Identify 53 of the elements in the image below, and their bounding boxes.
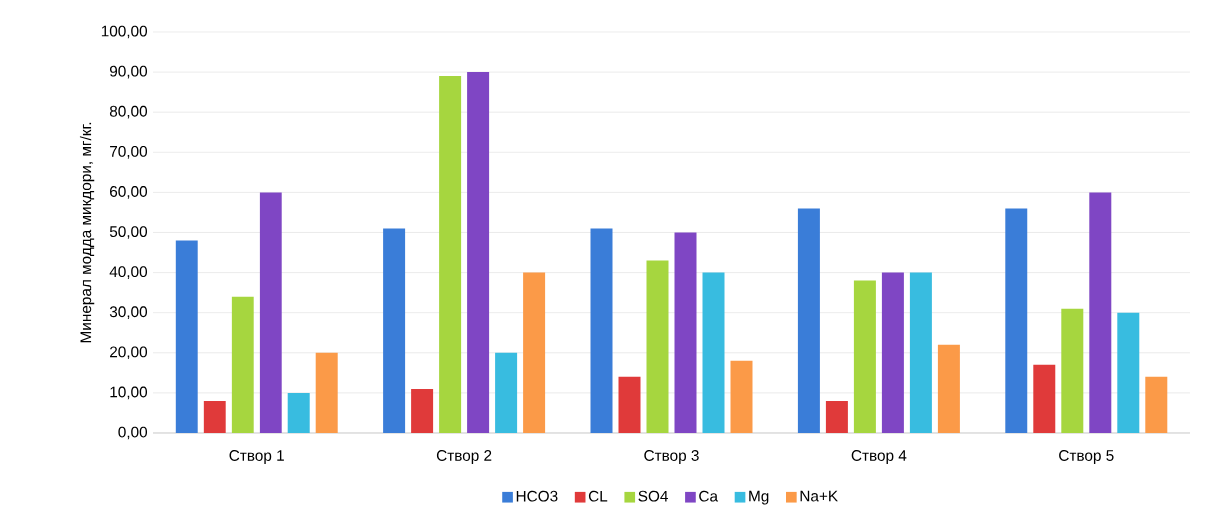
x-tick-label: Створ 5 xyxy=(1059,450,1114,464)
legend-label: CL xyxy=(588,490,608,502)
bar xyxy=(1005,208,1028,433)
y-tick-label: 10,00 xyxy=(110,386,148,400)
bar xyxy=(1145,376,1168,433)
y-axis-title: Минерал модда микдори, мг/кг. xyxy=(79,122,95,343)
bar xyxy=(853,280,876,433)
x-tick-label: Створ 3 xyxy=(644,450,699,464)
y-tick-label: 80,00 xyxy=(109,105,148,119)
y-tick-label: 40,00 xyxy=(109,266,148,279)
legend-label: Na+K xyxy=(800,490,838,502)
bar xyxy=(523,272,546,433)
bar xyxy=(730,360,753,433)
y-tick-label: 0,00 xyxy=(118,426,148,440)
y-tick-label: 100,00 xyxy=(101,25,148,39)
bar xyxy=(825,400,848,433)
bar xyxy=(287,392,310,433)
legend-label: SO4 xyxy=(638,490,668,502)
bar xyxy=(937,344,960,433)
legend-label: Ca xyxy=(699,490,719,502)
y-tick-label: 60,00 xyxy=(110,186,148,199)
bar xyxy=(909,272,932,433)
bar xyxy=(674,232,697,433)
bar xyxy=(203,400,226,433)
bar xyxy=(1089,192,1112,433)
bar xyxy=(1061,308,1084,433)
bar xyxy=(618,376,641,433)
y-tick-label: 50,00 xyxy=(109,226,148,239)
bar xyxy=(590,228,613,433)
bar xyxy=(315,352,338,433)
y-tick-label: 70,00 xyxy=(110,145,148,159)
bar xyxy=(702,272,725,433)
bar xyxy=(175,240,198,433)
bar xyxy=(467,72,490,433)
bar xyxy=(797,208,820,433)
y-tick-label: 90,00 xyxy=(109,65,148,79)
bar xyxy=(1033,364,1056,433)
bar xyxy=(439,76,462,433)
legend-label: HCO3 xyxy=(516,490,558,502)
legend-label: Mg xyxy=(749,490,769,505)
bar xyxy=(259,192,282,433)
x-tick-label: Створ 1 xyxy=(229,450,284,464)
y-tick-label: 20,00 xyxy=(110,346,148,360)
bar xyxy=(1117,312,1140,433)
bar xyxy=(411,388,434,433)
bar xyxy=(646,260,669,433)
bar xyxy=(231,296,254,433)
bar xyxy=(881,272,904,433)
bar xyxy=(383,228,406,433)
x-tick-label: Створ 2 xyxy=(436,450,492,464)
bar xyxy=(495,352,518,433)
y-tick-label: 30,00 xyxy=(109,306,148,320)
x-tick-label: Створ 4 xyxy=(851,450,907,464)
